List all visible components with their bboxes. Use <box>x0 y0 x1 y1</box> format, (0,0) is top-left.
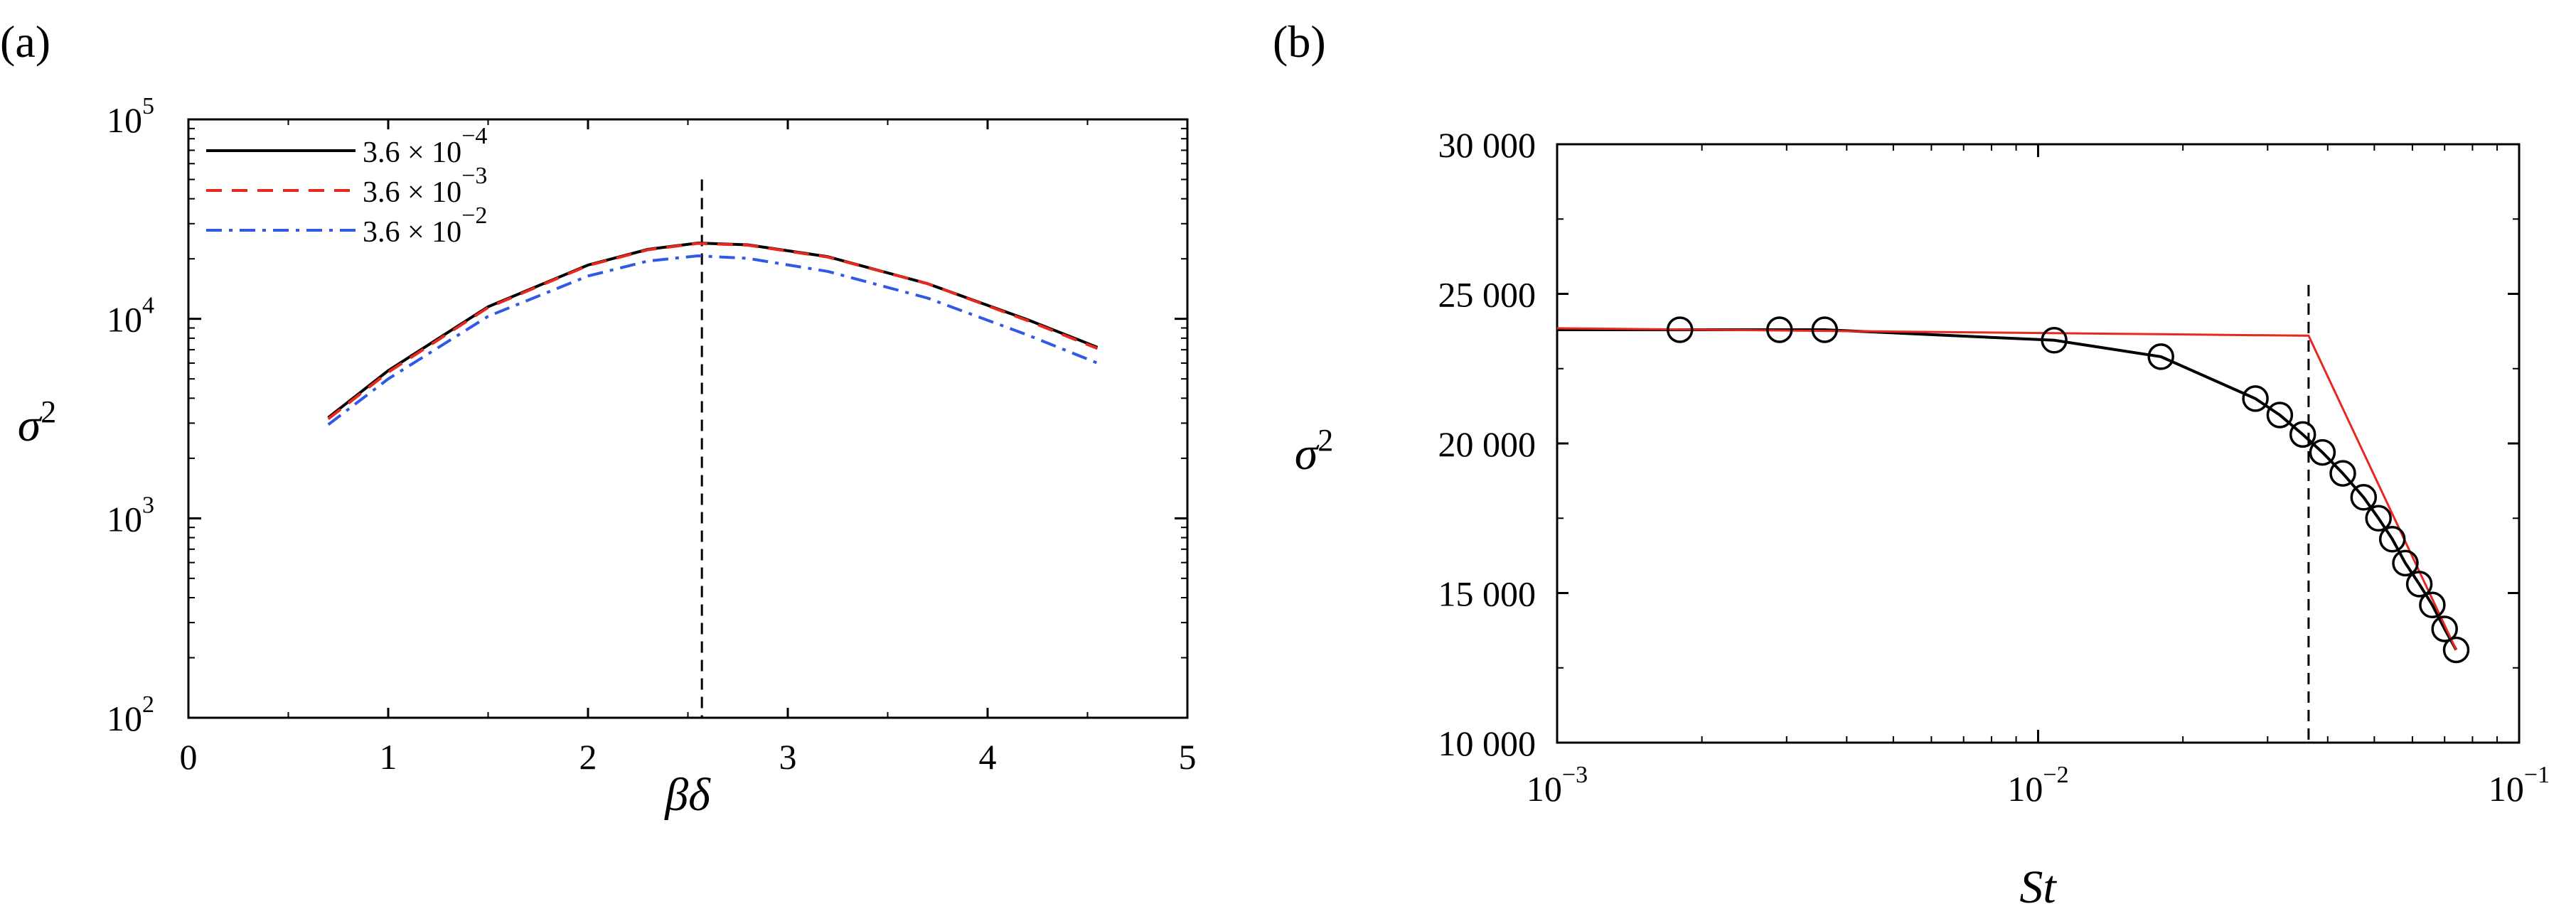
chart-b-y-tick-label: 10 000 <box>1438 723 1536 763</box>
chart-b-data-point <box>2329 460 2356 487</box>
chart-a-x-axis-label: βδ <box>663 769 711 821</box>
chart-a-y-tick-label-exponent: 4 <box>142 293 154 319</box>
chart-b-data-point <box>2431 615 2458 642</box>
chart-a-x-tick-label: 0 <box>180 737 198 777</box>
chart-a-x-tick-label: 5 <box>1179 737 1197 777</box>
chart-a-y-tick-label: 104 <box>107 293 154 340</box>
chart-a-y-tick-label: 102 <box>107 691 154 738</box>
chart-b-data-point <box>2041 327 2068 354</box>
chart-b-data-point <box>1811 316 1839 343</box>
chart-b-x-tick-label: 10−2 <box>2007 762 2068 809</box>
chart-b-data-point <box>2405 571 2433 598</box>
chart-b-x-tick-label-base: 10 <box>2489 769 2524 809</box>
chart-a-legend-label-3-exponent: −2 <box>461 203 487 229</box>
chart-a-legend: 3.6 × 10−43.6 × 10−33.6 × 10−2 <box>206 123 487 249</box>
chart-b-x-tick-label: 10−1 <box>2489 762 2550 809</box>
panel-a-label: (a) <box>0 16 50 67</box>
chart-b-x-tick-label-base: 10 <box>2007 769 2043 809</box>
chart-a-x-tick-label: 1 <box>380 737 397 777</box>
chart-b-data-point <box>2289 421 2316 448</box>
chart-b-data-point <box>2442 636 2470 664</box>
chart-b-y-axis-label-text-symbol: σ <box>1295 428 1320 480</box>
chart-b-data-point <box>2147 343 2174 370</box>
chart-b-plot-area <box>1556 143 2521 744</box>
panel-b-label: (b) <box>1273 16 1326 67</box>
chart-b-y-tick-label: 30 000 <box>1438 125 1536 165</box>
chart-a-y-tick-label-base: 10 <box>107 300 142 340</box>
chart-b-y-tick-label: 15 000 <box>1438 574 1536 614</box>
chart-a-x-tick-label: 3 <box>779 737 797 777</box>
chart-b-data-point <box>2419 591 2446 619</box>
chart-a-legend-label-2-base: 3.6 × 10 <box>363 176 461 209</box>
chart-b-x-tick-label-exponent: −1 <box>2524 762 2550 788</box>
chart-a-legend-label-2: 3.6 × 10−3 <box>363 163 487 209</box>
chart-a-series-group <box>327 179 1099 718</box>
chart-a-y-tick-label-exponent: 2 <box>142 691 154 718</box>
chart-b-data-point <box>2266 402 2294 429</box>
chart-b-y-axis-label-text-power: 2 <box>1318 423 1333 458</box>
chart-a-y-tick-label: 105 <box>107 93 154 140</box>
chart-b-data-point <box>2378 525 2406 553</box>
chart-a-y-tick-label: 103 <box>107 492 154 539</box>
chart-b-data-point <box>1666 316 1694 343</box>
chart-b-x-axis-label: St <box>2019 861 2057 913</box>
chart-b-data-point <box>1766 316 1793 343</box>
chart-a-y-tick-label-base: 10 <box>107 100 142 140</box>
chart-a-series-line-2 <box>327 242 1099 421</box>
chart-b-y-axis-label-text: σ2 <box>1295 423 1334 480</box>
chart-b-data-point <box>2392 549 2419 577</box>
chart-b-data-point <box>2309 438 2336 466</box>
chart-a-legend-label-1: 3.6 × 10−4 <box>363 123 487 169</box>
chart-a-y-tick-label-exponent: 3 <box>142 492 154 518</box>
chart-a-y-axis-label-text-power: 2 <box>41 394 56 429</box>
chart-b-x-tick-label-base: 10 <box>1527 769 1562 809</box>
chart-a-x-tick-label: 2 <box>579 737 597 777</box>
chart-b-data-point <box>2350 484 2378 511</box>
chart-a-y-tick-label-exponent: 5 <box>142 93 154 119</box>
chart-b-x-tick-label: 10−3 <box>1527 762 1588 809</box>
chart-b-y-axis-label: σ2 <box>1295 423 1334 480</box>
chart-a-y-tick-label-base: 10 <box>107 699 142 738</box>
chart-a-legend-label-3: 3.6 × 10−2 <box>363 203 487 249</box>
chart-a-legend-label-1-exponent: −4 <box>461 123 487 149</box>
chart-b-x-tick-label-exponent: −3 <box>1562 762 1588 788</box>
chart-a-y-axis-label-text: σ2 <box>18 394 57 451</box>
chart-a-series-line-1 <box>327 241 1099 419</box>
chart-b-y-tick-label: 25 000 <box>1438 275 1536 315</box>
chart-a-y-tick-label-base: 10 <box>107 499 142 539</box>
chart-a-x-tick-label: 4 <box>979 737 997 777</box>
chart-b-data-point <box>2242 385 2269 412</box>
chart-b-x-tick-label-exponent: −2 <box>2043 762 2068 788</box>
chart-a-legend-label-2-exponent: −3 <box>461 163 487 189</box>
chart-b-data-point <box>2365 505 2392 532</box>
chart-a-y-axis-label-text-symbol: σ <box>18 399 43 451</box>
chart-b-series-line-2 <box>1556 327 2457 651</box>
chart-a-legend-label-1-base: 3.6 × 10 <box>363 136 461 169</box>
chart-a-legend-label-3-base: 3.6 × 10 <box>363 216 461 249</box>
chart-b-y-tick-label: 20 000 <box>1438 424 1536 464</box>
chart-b-series-line-1 <box>1557 328 2458 651</box>
chart-a-series-line-3 <box>327 254 1099 426</box>
chart-a-y-axis-label: σ2 <box>18 394 57 451</box>
chart-b-series-group <box>1556 284 2470 743</box>
